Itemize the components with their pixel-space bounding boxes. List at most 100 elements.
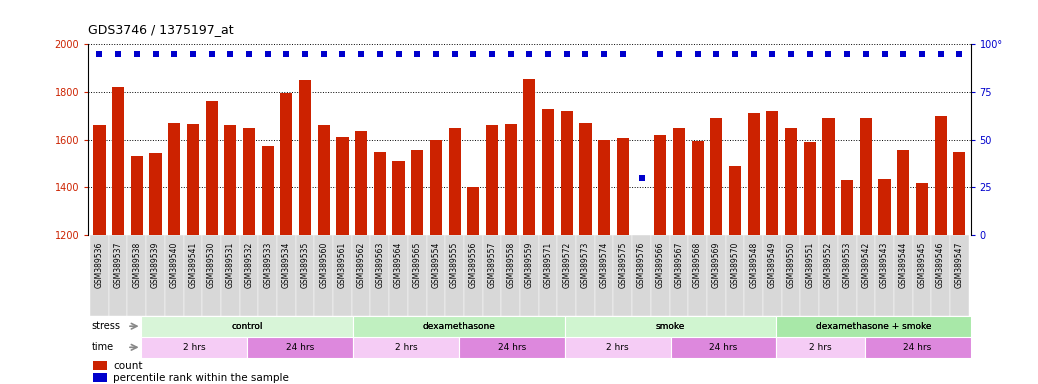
Text: GSM389540: GSM389540 — [170, 242, 179, 288]
Bar — [141, 316, 353, 337]
Text: GSM389563: GSM389563 — [376, 242, 384, 288]
Bar — [838, 235, 856, 316]
Text: GSM389562: GSM389562 — [357, 242, 365, 288]
Bar — [355, 131, 367, 235]
Text: GDS3746 / 1375197_at: GDS3746 / 1375197_at — [88, 23, 234, 36]
Bar — [296, 235, 315, 316]
Point — [409, 51, 426, 57]
Bar — [931, 235, 950, 316]
Bar — [776, 316, 971, 337]
Point — [241, 51, 257, 57]
Bar — [92, 361, 107, 371]
Bar — [184, 235, 202, 316]
Text: smoke: smoke — [656, 322, 685, 331]
Text: GSM389536: GSM389536 — [94, 242, 104, 288]
Bar — [504, 124, 517, 235]
Point — [895, 51, 911, 57]
Point — [913, 51, 930, 57]
Bar — [277, 235, 296, 316]
Bar — [671, 337, 776, 358]
Bar — [729, 166, 741, 235]
Text: dexamethasone: dexamethasone — [422, 322, 495, 331]
Text: 24 hrs: 24 hrs — [903, 343, 932, 352]
Bar — [803, 142, 816, 235]
Point — [689, 51, 706, 57]
Point — [727, 51, 743, 57]
Text: GSM389564: GSM389564 — [394, 242, 403, 288]
Bar — [243, 128, 255, 235]
Bar — [726, 235, 744, 316]
Text: GSM389548: GSM389548 — [749, 242, 758, 288]
Text: GSM389560: GSM389560 — [320, 242, 328, 288]
Bar — [109, 235, 128, 316]
Bar — [92, 373, 107, 382]
Bar — [315, 235, 333, 316]
Text: GSM389531: GSM389531 — [226, 242, 235, 288]
Bar — [523, 79, 536, 235]
Bar — [595, 235, 613, 316]
Bar — [333, 235, 352, 316]
Bar — [224, 125, 237, 235]
Bar — [258, 235, 277, 316]
Bar — [776, 316, 971, 337]
Point — [839, 51, 855, 57]
Bar — [763, 235, 782, 316]
Text: 24 hrs: 24 hrs — [285, 343, 315, 352]
Point — [633, 175, 650, 181]
Text: control: control — [231, 322, 263, 331]
Text: GSM389541: GSM389541 — [189, 242, 197, 288]
Point — [166, 51, 183, 57]
Bar — [352, 235, 371, 316]
Bar — [776, 337, 865, 358]
Text: GSM389542: GSM389542 — [862, 242, 870, 288]
Bar — [859, 118, 872, 235]
Text: GSM389573: GSM389573 — [581, 242, 590, 288]
Bar — [112, 87, 125, 235]
Bar — [865, 337, 971, 358]
Point — [353, 51, 370, 57]
Point — [745, 51, 762, 57]
Bar — [149, 153, 162, 235]
Text: GSM389571: GSM389571 — [544, 242, 552, 288]
Text: GSM389567: GSM389567 — [675, 242, 683, 288]
Bar — [878, 179, 891, 235]
Bar — [141, 316, 353, 337]
Bar — [654, 135, 666, 235]
Text: GSM389574: GSM389574 — [600, 242, 608, 288]
Point — [91, 51, 108, 57]
Bar — [651, 235, 670, 316]
Text: GSM389561: GSM389561 — [338, 242, 347, 288]
Point — [764, 51, 781, 57]
Bar — [353, 337, 459, 358]
Text: GSM389557: GSM389557 — [488, 242, 496, 288]
Text: 24 hrs: 24 hrs — [497, 343, 526, 352]
Bar — [486, 125, 498, 235]
Point — [484, 51, 500, 57]
Bar — [565, 316, 776, 337]
Point — [465, 51, 482, 57]
Text: time: time — [91, 342, 114, 352]
Text: GSM389565: GSM389565 — [413, 242, 421, 288]
Bar — [875, 235, 894, 316]
Text: stress: stress — [91, 321, 120, 331]
Bar — [894, 235, 912, 316]
Bar — [93, 125, 106, 235]
Text: percentile rank within the sample: percentile rank within the sample — [113, 373, 289, 383]
Text: GSM389555: GSM389555 — [450, 242, 459, 288]
Text: GSM389537: GSM389537 — [113, 242, 122, 288]
Bar — [691, 141, 704, 235]
Point — [428, 51, 444, 57]
Point — [390, 51, 407, 57]
Text: GSM389575: GSM389575 — [619, 242, 627, 288]
Bar — [673, 128, 685, 235]
Text: 2 hrs: 2 hrs — [606, 343, 629, 352]
Bar — [202, 235, 221, 316]
Bar — [501, 235, 520, 316]
Text: GSM389534: GSM389534 — [282, 242, 291, 288]
Point — [614, 51, 631, 57]
Bar — [688, 235, 707, 316]
Point — [932, 51, 949, 57]
Bar — [392, 161, 405, 235]
Point — [372, 51, 388, 57]
Point — [129, 51, 145, 57]
